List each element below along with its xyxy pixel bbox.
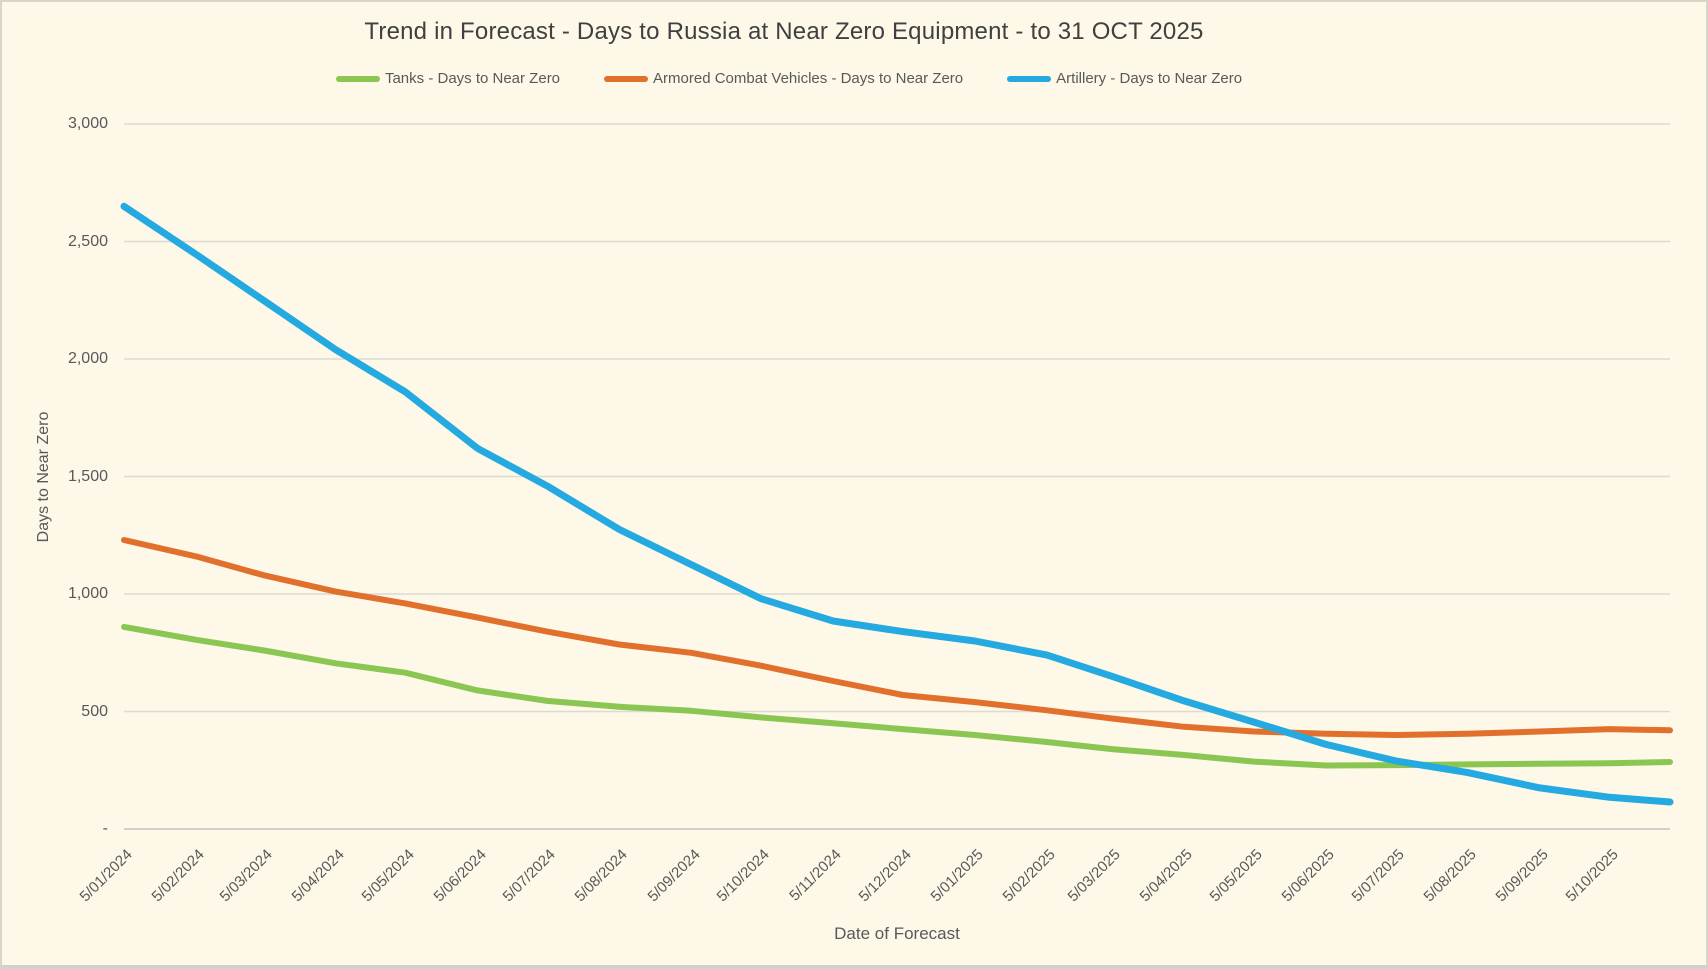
legend-label: Tanks - Days to Near Zero [384, 70, 561, 87]
series-line-artillery[interactable] [120, 202, 1674, 806]
y-tick-label: 2,500 [67, 232, 108, 250]
y-tick-label: 500 [81, 702, 108, 720]
legend-item-acv[interactable]: Armored Combat Vehicles - Days to Near Z… [604, 70, 963, 87]
y-axis-title: Days to Near Zero [35, 411, 52, 542]
legend-item-tanks[interactable]: Tanks - Days to Near Zero [335, 70, 561, 87]
legend-label: Artillery - Days to Near Zero [1056, 70, 1243, 87]
y-tick-label: 1,000 [67, 585, 108, 602]
y-tick-label: 3,000 [67, 115, 108, 132]
legend-label: Armored Combat Vehicles - Days to Near Z… [653, 70, 964, 87]
chart-title: Trend in Forecast - Days to Russia at Ne… [364, 18, 1204, 45]
x-axis-title: Date of Forecast [834, 924, 960, 943]
acv-legend-swatch-icon [604, 75, 649, 82]
y-tick-label: - [102, 820, 108, 837]
y-tick-label: 1,500 [67, 467, 108, 485]
artillery-legend-swatch-icon [1007, 75, 1052, 82]
series-line-acv[interactable] [121, 537, 1673, 738]
tanks-legend-swatch-icon [335, 75, 380, 82]
legend-item-artillery[interactable]: Artillery - Days to Near Zero [1007, 70, 1242, 87]
legend: Tanks - Days to Near Zero Armored Combat … [2, 70, 1576, 87]
y-tick-label: 2,000 [67, 350, 108, 367]
